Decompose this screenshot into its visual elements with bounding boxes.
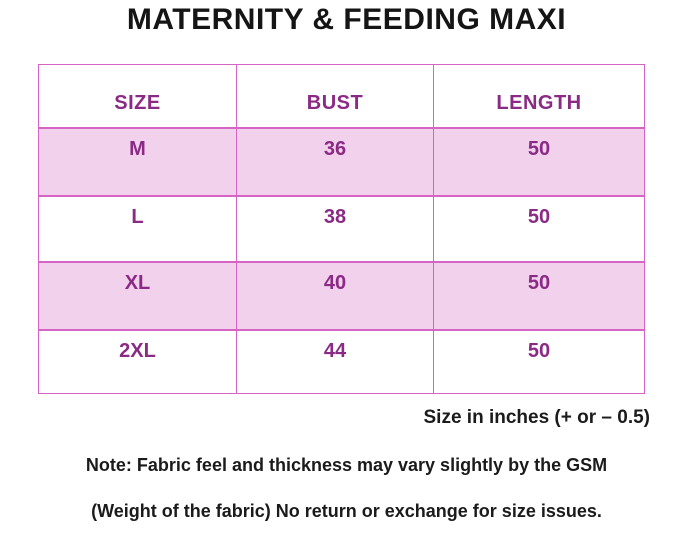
size-chart-table: SIZE BUST LENGTH M 36 50 L 38 50 XL 40 5… [38,64,645,394]
size-cell: M [38,126,237,196]
length-cell: 50 [433,194,645,262]
fabric-note-line-2: (Weight of the fabric) No return or exch… [91,501,602,521]
length-cell: 50 [433,126,645,196]
bust-cell: 44 [236,328,434,394]
table-row-m: M 36 50 [38,126,645,196]
size-unit-note: Size in inches (+ or – 0.5) [423,407,651,428]
header-row: SIZE BUST LENGTH [38,64,645,128]
length-cell: 50 [433,328,645,394]
column-header-length: LENGTH [433,64,645,128]
bust-cell: 36 [236,126,434,196]
size-cell: XL [38,260,237,330]
fabric-note-line-1: Note: Fabric feel and thickness may vary… [85,455,608,475]
column-header-size: SIZE [38,64,237,128]
table-row-2xl: 2XL 44 50 [38,328,645,394]
size-cell: 2XL [38,328,237,394]
size-cell: L [38,194,237,262]
column-header-bust: BUST [236,64,434,128]
bust-cell: 40 [236,260,434,330]
length-cell: 50 [433,260,645,330]
table-row-l: L 38 50 [38,194,645,262]
page-title: MATERNITY & FEEDING MAXI [126,3,567,36]
bust-cell: 38 [236,194,434,262]
table-row-xl: XL 40 50 [38,260,645,330]
